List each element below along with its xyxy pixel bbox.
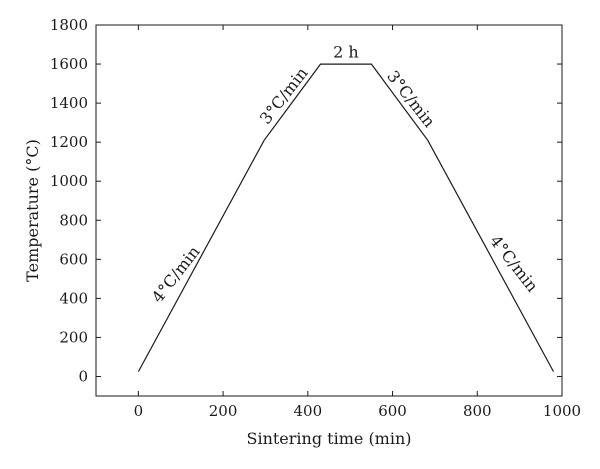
x-tick-label: 400 xyxy=(293,402,322,420)
axis-ticks xyxy=(96,24,563,396)
rate-annotation: 3°C/min xyxy=(383,67,439,131)
y-tick-label: 0 xyxy=(78,367,88,385)
temperature-profile-line xyxy=(137,63,555,372)
x-tick-label: 0 xyxy=(134,402,144,420)
rate-annotation: 2 h xyxy=(333,42,359,61)
y-tick-label: 200 xyxy=(59,328,88,346)
x-tick-label: 800 xyxy=(463,402,492,420)
x-tick-label: 600 xyxy=(378,402,407,420)
y-tick-label: 1600 xyxy=(50,55,88,73)
plot-frame xyxy=(95,24,563,397)
rate-annotation: 3°C/min xyxy=(256,64,312,128)
x-tick-label: 1000 xyxy=(543,402,581,420)
rate-annotation: 4°C/min xyxy=(148,242,204,306)
y-tick-label: 1800 xyxy=(50,16,88,34)
y-tick-label: 1000 xyxy=(50,172,88,190)
x-axis-title: Sintering time (min) xyxy=(246,429,411,448)
y-tick-label: 1200 xyxy=(50,133,88,151)
y-tick-label: 400 xyxy=(59,289,88,307)
y-tick-label: 1400 xyxy=(50,94,88,112)
x-tick-label: 200 xyxy=(209,402,238,420)
y-axis-title: Temperature (°C) xyxy=(23,139,42,282)
y-tick-label: 800 xyxy=(59,211,88,229)
y-tick-label: 600 xyxy=(59,250,88,268)
tick-labels: 0 200 400 600 800 1000 0 200 400 600 800 1000 1200 14… xyxy=(50,16,581,420)
